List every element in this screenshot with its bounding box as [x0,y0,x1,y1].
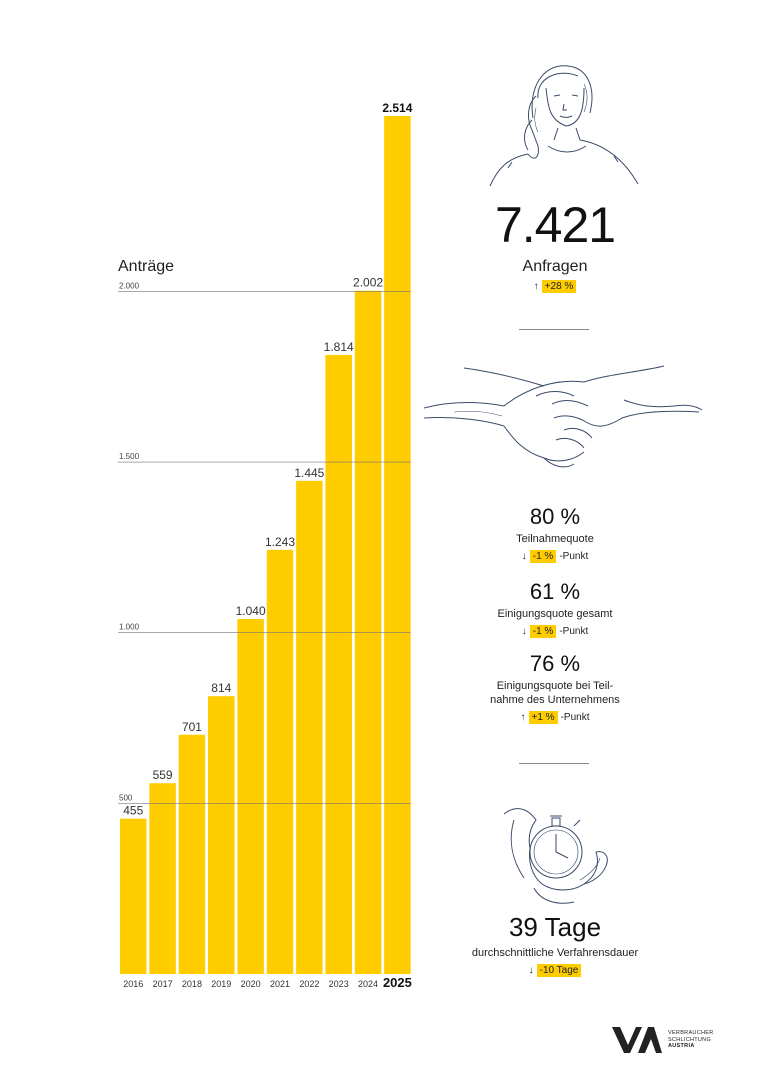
y-tick-label-1000: 1.000 [119,623,140,632]
data-label-2016: 455 [123,804,143,818]
agreement-participation-value: 76 % [529,651,581,676]
participation-change-value: -1 % [529,550,557,563]
agreement-participation-change-value: +1 % [528,711,558,724]
inquiries-change-value: +28 % [541,280,577,293]
agreement-participation-label-2: nahme des Unternehmens [490,694,620,706]
y-tick-label-500: 500 [119,793,133,802]
duration-value: 39 Tage [508,912,602,942]
bar-2017 [149,783,176,974]
logo: VERBRAUCHER SCHLICHTUNG AUSTRIA [612,1027,713,1053]
logo-line-1: VERBRAUCHER [668,1030,714,1037]
down-arrow-icon: ↓ [528,965,534,976]
gridlines: 500 1.000 1.500 2.000 [118,281,411,804]
labels: 455 2016 559 2017 701 2018 814 2019 1.040 2020 1.2… [123,101,413,990]
x-tick-label-2019: 2019 [211,979,231,989]
data-label-2023: 1.814 [324,340,354,354]
divider [519,329,589,330]
agreement-total-label: Einigungsquote gesamt [497,608,613,620]
logo-mark [612,1027,662,1053]
participation-label: Teilnahmequote [516,533,594,545]
data-label-2021: 1.243 [265,535,295,549]
participation-value: 80 % [529,504,581,529]
down-arrow-icon: ↓ [521,626,527,637]
inquiries-label: Anfragen [522,258,588,275]
inquiries-change: ↑ +28 % [534,280,577,293]
divider [519,763,589,764]
logo-line-2: SCHLICHTUNG [668,1036,712,1043]
woman-on-phone-illustration [489,65,639,187]
agreement-participation-label-1: Einigungsquote bei Teil- [496,680,614,692]
data-label-2025: 2.514 [382,101,412,115]
logo-text: VERBRAUCHER SCHLICHTUNG AUSTRIA [668,1030,713,1050]
y-axis-label: Anträge [118,258,174,275]
inquiries-stat: 7.421 Anfragen ↑ +28 % [470,200,640,294]
agreement-participation-stat: 76 % Einigungsquote bei Teil- nahme des … [470,653,640,725]
agreement-total-change: ↓ -1 % -Punkt [522,625,588,638]
agreement-total-stat: 61 % Einigungsquote gesamt ↓ -1 % -Punkt [470,581,640,639]
up-arrow-icon: ↑ [533,281,539,292]
x-tick-label-2025: 2025 [383,975,412,990]
data-label-2020: 1.040 [236,604,266,618]
bar-2022 [296,480,323,974]
data-label-2017: 559 [153,768,173,782]
x-tick-label-2016: 2016 [123,979,143,989]
bar-2024 [354,290,382,974]
participation-change-suffix: -Punkt [559,551,589,562]
x-tick-label-2017: 2017 [153,979,173,989]
y-tick-label-1500: 1.500 [119,452,140,461]
agreement-participation-change: ↑ +1 % -Punkt [520,711,590,724]
data-label-2018: 701 [182,720,202,734]
x-tick-label-2018: 2018 [182,979,202,989]
y-tick-label-2000: 2.000 [119,281,140,290]
duration-stat: 39 Tage durchschnittliche Verfahrensdaue… [450,914,660,978]
x-tick-label-2024: 2024 [358,979,378,989]
x-tick-label-2021: 2021 [270,979,290,989]
logo-line-3: AUSTRIA [668,1043,695,1050]
participation-change: ↓ -1 % -Punkt [522,550,588,563]
handshake-illustration [424,365,703,468]
agreement-participation-change-suffix: -Punkt [560,712,590,723]
agreement-total-change-suffix: -Punkt [559,626,589,637]
bar-2023 [325,354,352,974]
bar-2025 [384,116,411,974]
bar-2016 [120,818,147,974]
bars [120,116,411,974]
inquiries-value: 7.421 [494,197,616,253]
up-arrow-icon: ↑ [520,712,526,723]
stopwatch-in-hand-illustration [503,808,608,904]
duration-change: ↓ -10 Tage [529,964,582,977]
agreement-total-value: 61 % [529,579,581,604]
bar-2018 [178,734,206,974]
bar-chart: Anträge 500 1.000 1.500 2.000 455 2016 559 2017… [118,101,413,990]
x-tick-label-2023: 2023 [329,979,349,989]
agreement-total-change-value: -1 % [529,625,557,638]
x-tick-label-2020: 2020 [241,979,261,989]
duration-label: durchschnittliche Verfahrensdauer [471,947,639,959]
data-label-2024: 2.002 [353,276,383,290]
duration-change-value: -10 Tage [536,964,582,977]
x-tick-label-2022: 2022 [299,979,319,989]
down-arrow-icon: ↓ [521,551,527,562]
bar-2020 [237,619,264,974]
bar-2021 [266,549,294,974]
data-label-2022: 1.445 [294,466,324,480]
data-label-2019: 814 [211,681,231,695]
bar-2019 [208,696,235,974]
participation-stat: 80 % Teilnahmequote ↓ -1 % -Punkt [470,506,640,564]
